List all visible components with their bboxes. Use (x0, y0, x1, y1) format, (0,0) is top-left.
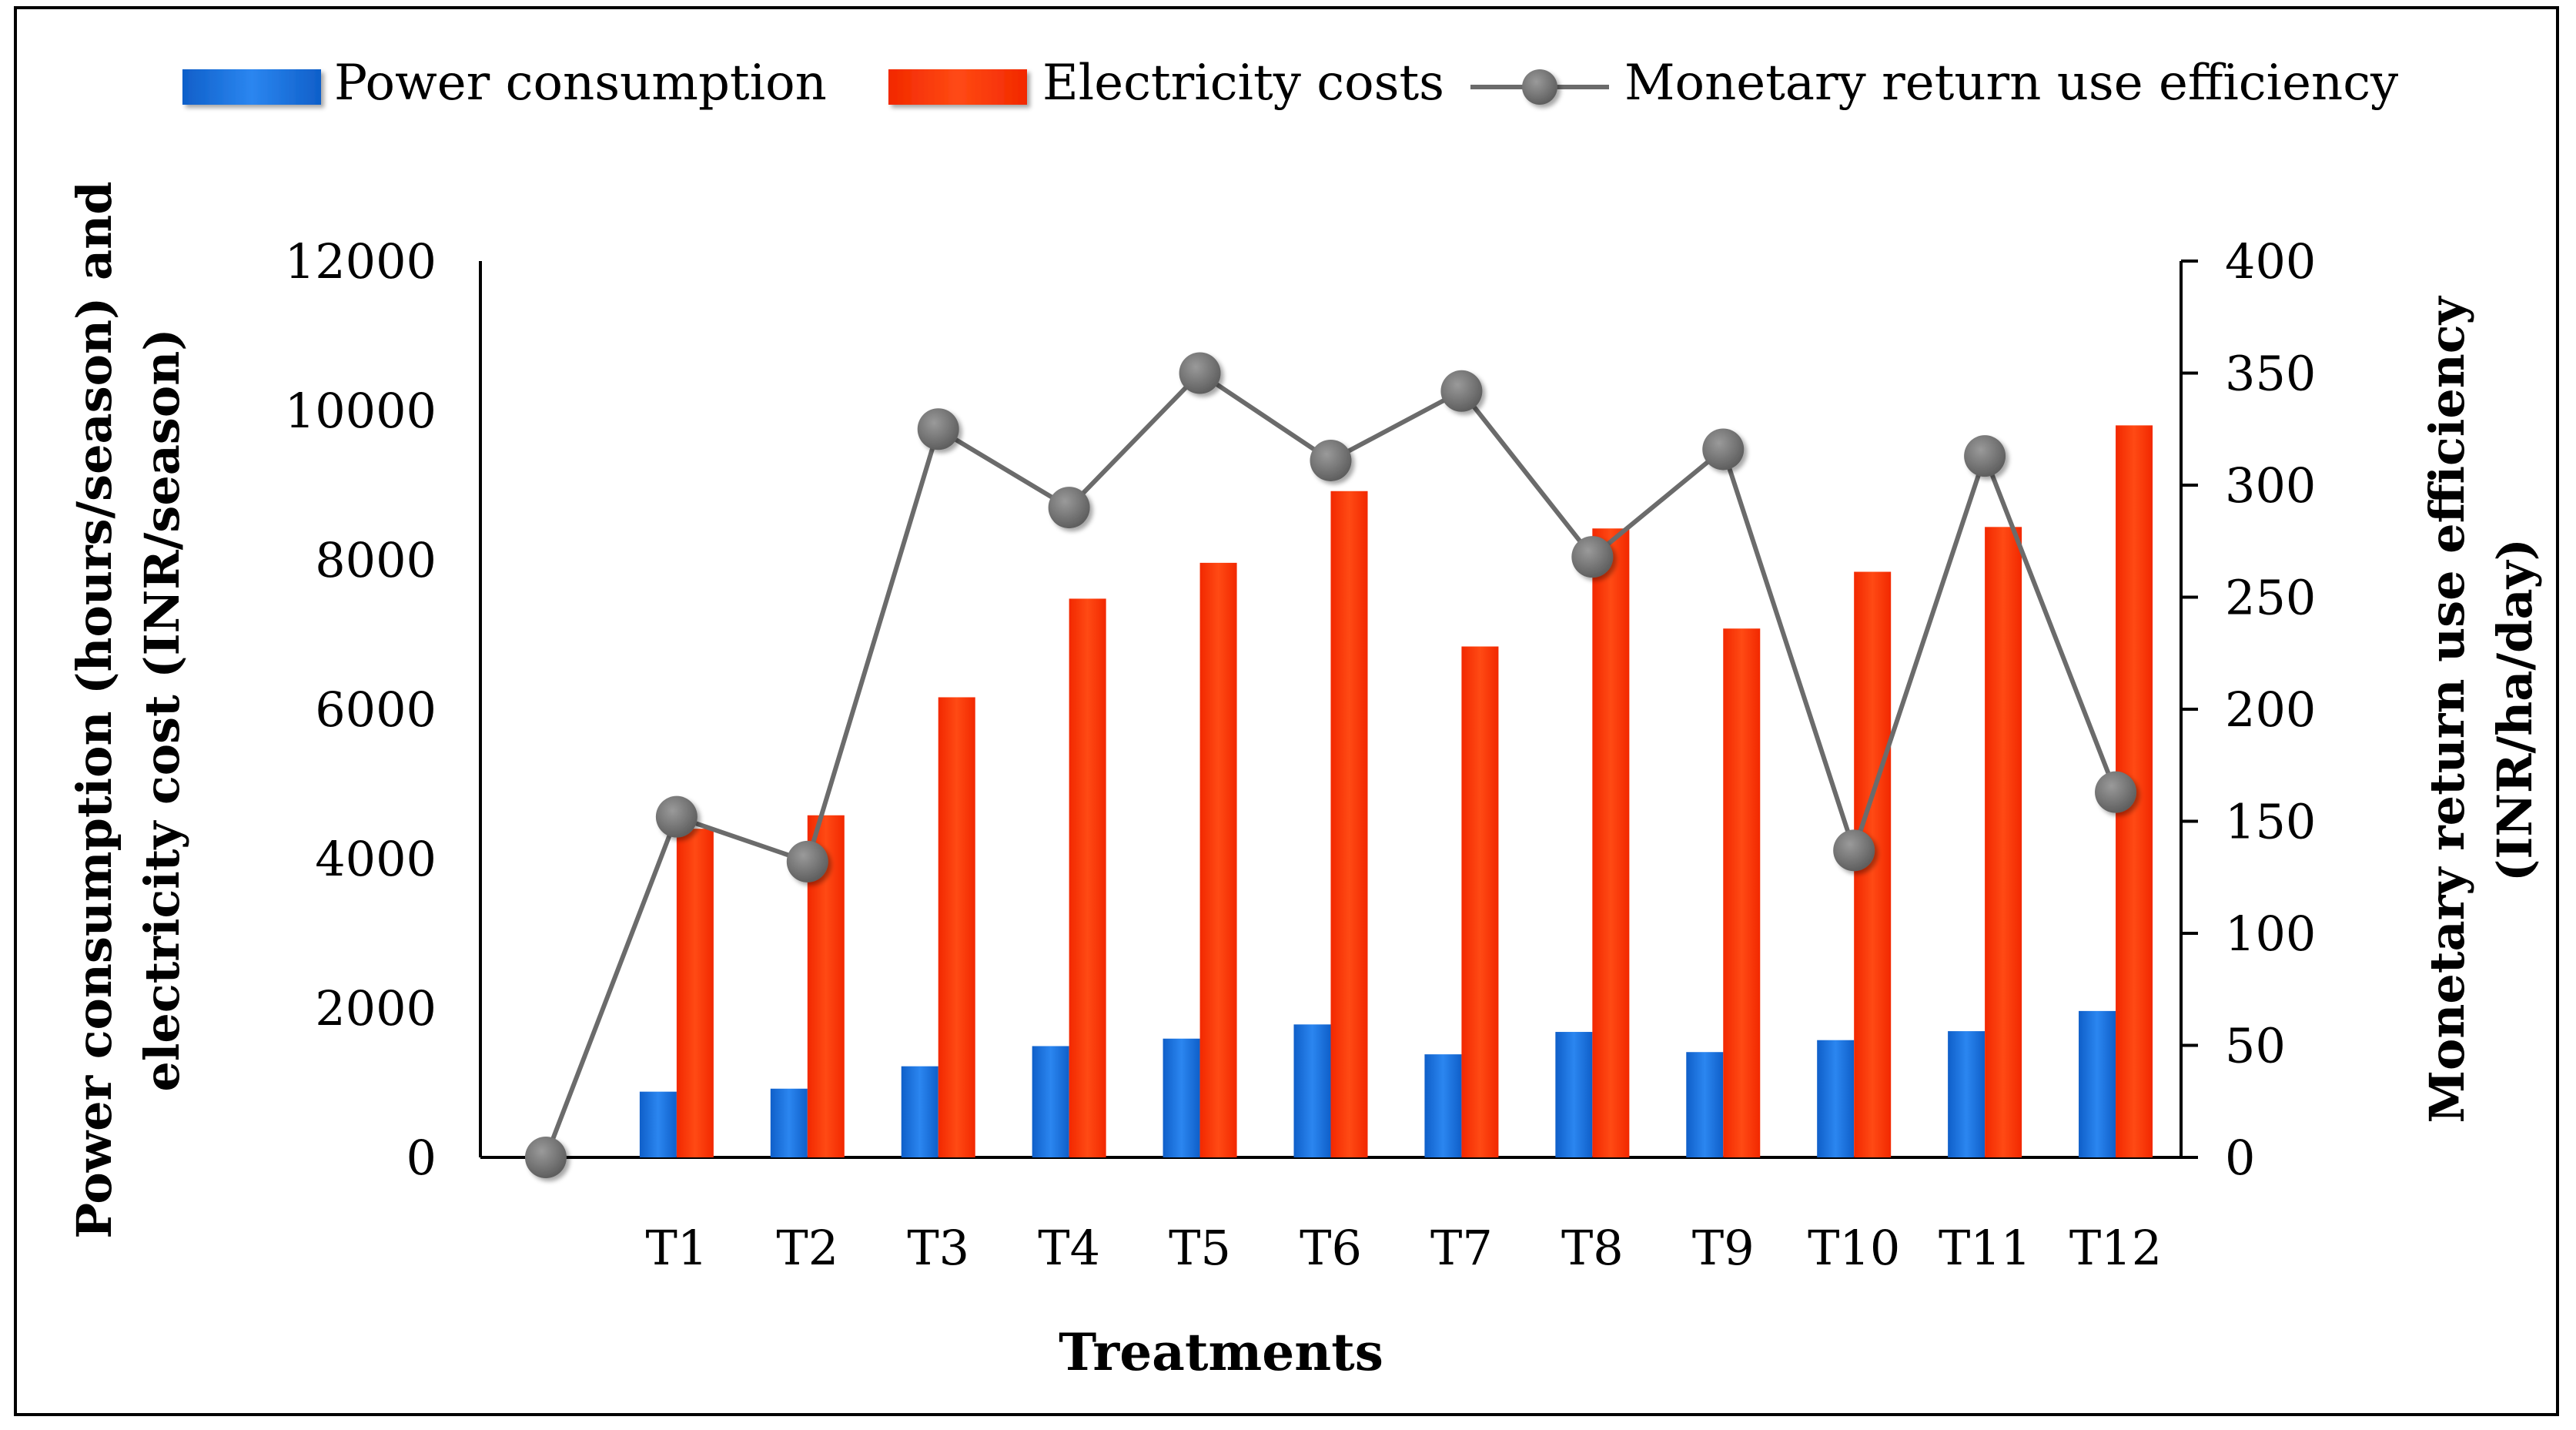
x-tick-label: T6 (1300, 1220, 1362, 1276)
right-y-axis-title: Monetary return use efficiency (INR/ha/d… (2419, 295, 2543, 1123)
point-monetary-return (1179, 352, 1221, 394)
bar-electricity-costs (1592, 528, 1630, 1157)
right-y-tick-label: 50 (2225, 1018, 2286, 1074)
bar-electricity-costs (1069, 598, 1106, 1157)
point-monetary-return (1310, 439, 1352, 481)
left-y-axis-title-line-1: Power consumption (hours/season) and (66, 181, 122, 1238)
left-y-axis-title: Power consumption (hours/season) and ele… (66, 181, 190, 1238)
left-y-tick-label: 8000 (315, 532, 437, 588)
bar-power-consumption (1948, 1031, 1986, 1157)
bar-power-consumption (1163, 1038, 1200, 1157)
legend-label-power-consumption: Power consumption (334, 55, 827, 112)
x-tick-label: T12 (2069, 1220, 2162, 1276)
bar-power-consumption (1555, 1032, 1593, 1157)
bar-power-consumption (1293, 1024, 1331, 1157)
legend-label-monetary-return: Monetary return use efficiency (1624, 55, 2398, 112)
point-monetary-return (1964, 435, 2006, 477)
x-tick-label: T10 (1808, 1220, 1900, 1276)
chart-canvas: Power consumption Electricity costs Mone… (66, 55, 2543, 1382)
left-y-axis-title-line-2: electricity cost (INR/season) (134, 328, 190, 1091)
left-y-ticks: 0 2000 4000 6000 8000 10000 12000 (285, 233, 437, 1186)
x-tick-label: T5 (1169, 1220, 1231, 1276)
point-monetary-return (1440, 370, 1483, 412)
legend-swatch-power-consumption (182, 69, 321, 105)
bar-electricity-costs (1723, 628, 1761, 1157)
x-axis-title: Treatments (1059, 1322, 1383, 1382)
right-y-ticks: 0 50 100 150 200 250 300 350 400 (2181, 233, 2316, 1186)
bar-electricity-costs (1985, 527, 2022, 1157)
bar-electricity-costs (938, 697, 975, 1157)
bars (639, 425, 2153, 1157)
bar-electricity-costs (1461, 646, 1499, 1157)
x-tick-label: T4 (1038, 1220, 1100, 1276)
left-y-tick-label: 2000 (315, 980, 437, 1036)
x-tick-labels: T1 T2 T3 T4 T5 T6 T7 T8 T9 T10 T11 T12 (645, 1220, 2162, 1276)
x-tick-label: T9 (1692, 1220, 1755, 1276)
right-y-tick-label: 0 (2225, 1130, 2255, 1186)
line-series (524, 352, 2137, 1178)
bar-power-consumption (2079, 1010, 2116, 1157)
point-monetary-return (786, 840, 828, 882)
point-monetary-return (1833, 829, 1875, 872)
bar-power-consumption (1686, 1052, 1724, 1157)
right-y-tick-label: 150 (2225, 794, 2316, 850)
x-tick-label: T8 (1561, 1220, 1624, 1276)
bar-power-consumption (1424, 1054, 1462, 1157)
point-monetary-return (2095, 771, 2137, 813)
right-y-axis-title-line-1: Monetary return use efficiency (2419, 295, 2475, 1123)
left-y-tick-label: 0 (406, 1130, 437, 1186)
x-tick-label: T2 (776, 1220, 838, 1276)
bar-power-consumption (1032, 1046, 1069, 1157)
point-monetary-return (917, 408, 959, 450)
x-tick-label: T7 (1430, 1220, 1493, 1276)
x-tick-label: T11 (1939, 1220, 2031, 1276)
bar-electricity-costs (1199, 562, 1237, 1157)
right-y-tick-label: 100 (2225, 906, 2316, 962)
right-y-tick-label: 200 (2225, 682, 2316, 738)
left-y-tick-label: 4000 (315, 831, 437, 887)
right-y-tick-label: 350 (2225, 346, 2316, 402)
point-monetary-return (1571, 536, 1614, 578)
right-y-tick-label: 250 (2225, 570, 2316, 626)
bar-power-consumption (1817, 1040, 1855, 1157)
legend-marker-monetary-return (1522, 69, 1557, 105)
left-y-tick-label: 12000 (285, 233, 437, 290)
bar-power-consumption (639, 1091, 677, 1157)
legend-swatch-electricity-costs (888, 69, 1027, 105)
right-y-axis-title-line-2: (INR/ha/day) (2487, 538, 2543, 882)
chart-frame: Power consumption Electricity costs Mone… (14, 6, 2559, 1416)
right-y-tick-label: 400 (2225, 233, 2316, 290)
legend: Power consumption Electricity costs Mone… (182, 55, 2398, 112)
x-tick-label: T3 (907, 1220, 969, 1276)
bar-electricity-costs (1330, 491, 1368, 1157)
bar-electricity-costs (676, 829, 714, 1157)
point-monetary-return (655, 795, 698, 838)
bar-power-consumption (901, 1066, 938, 1157)
point-monetary-return (524, 1137, 567, 1178)
bar-power-consumption (770, 1088, 808, 1157)
right-y-tick-label: 300 (2225, 457, 2316, 514)
x-tick-label: T1 (645, 1220, 708, 1276)
legend-label-electricity-costs: Electricity costs (1042, 55, 1444, 112)
point-monetary-return (1702, 428, 1745, 471)
left-y-tick-label: 6000 (315, 682, 437, 738)
point-monetary-return (1048, 487, 1090, 529)
left-y-tick-label: 10000 (285, 383, 437, 439)
